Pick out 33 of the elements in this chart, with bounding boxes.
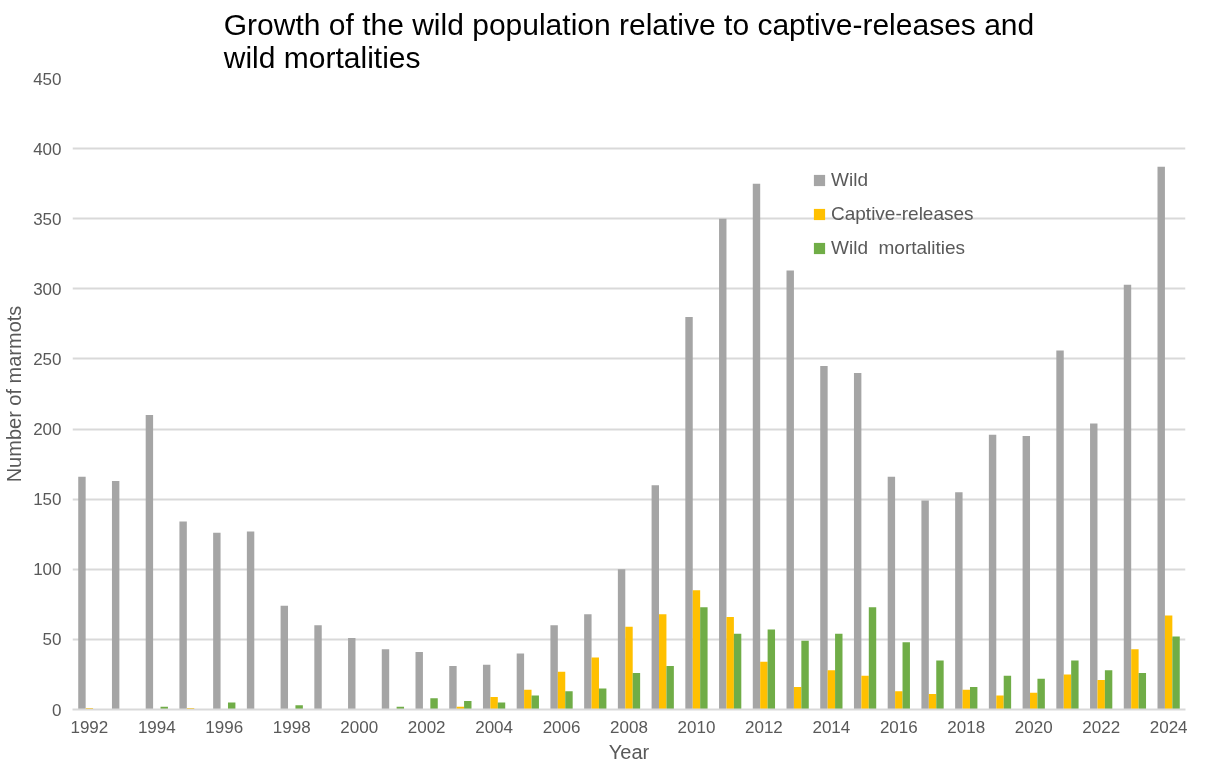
x-tick-label: 1998: [272, 717, 311, 737]
x-axis-title: Year: [608, 740, 650, 763]
legend-label: Wild: [831, 169, 868, 191]
y-tick-label: 100: [33, 560, 62, 580]
y-tick-label: 350: [33, 209, 62, 229]
x-tick-label: 2020: [1014, 717, 1053, 737]
x-tick-label: 2018: [947, 717, 986, 737]
x-tick-label: 2022: [1082, 717, 1121, 737]
y-tick-label: 400: [33, 139, 62, 159]
y-axis-title: Number of marmots: [3, 305, 26, 483]
y-tick-label: 50: [42, 630, 62, 650]
y-tick-label: 200: [33, 420, 62, 440]
x-tick-label: 2002: [407, 717, 446, 737]
x-tick-label: 2004: [475, 717, 514, 737]
x-tick-label: 2006: [542, 717, 581, 737]
x-tick-label: 1992: [70, 717, 109, 737]
y-tick-label: 250: [33, 349, 62, 369]
y-tick-label: 150: [33, 490, 62, 510]
y-tick-label: 300: [33, 279, 62, 299]
x-tick-label: 2014: [812, 717, 851, 737]
x-tick-label: 2008: [610, 717, 648, 737]
chart-title: Growth of the wild population relative to captive-releases and wild mortalities: [222, 7, 1035, 74]
x-tick-label: 2000: [340, 717, 379, 737]
x-tick-label: 1994: [137, 717, 176, 737]
x-tick-label: 2024: [1149, 717, 1188, 737]
legend-label: Wild mortalities: [831, 237, 966, 259]
y-tick-label: 0: [52, 700, 62, 720]
x-tick-label: 1996: [205, 717, 244, 737]
x-tick-label: 2010: [677, 717, 716, 737]
x-tick-label: 2012: [745, 717, 783, 737]
x-tick-label: 2016: [879, 717, 918, 737]
y-tick-label: 450: [33, 69, 62, 89]
legend-label: Captive-releases: [831, 203, 974, 225]
